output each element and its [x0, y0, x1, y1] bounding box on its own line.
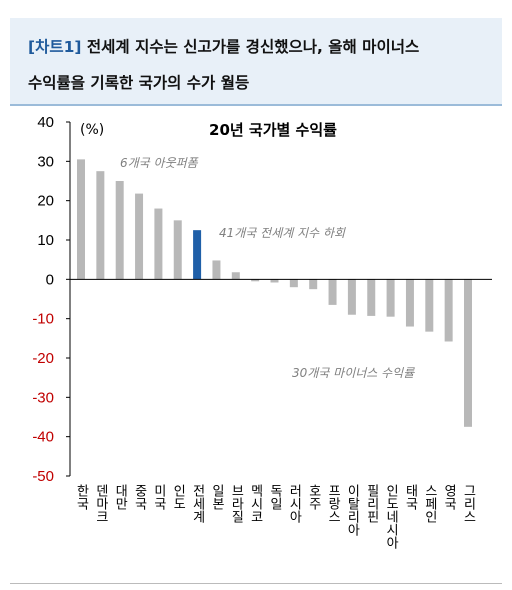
bar	[231, 272, 240, 280]
bar	[270, 279, 279, 283]
x-tick-label: 태국	[402, 484, 417, 510]
bar	[173, 220, 182, 280]
x-tick-label: 인도	[170, 484, 185, 510]
x-tick-label: 일본	[209, 484, 224, 510]
bottom-divider	[10, 583, 502, 584]
headline-text-1: 전세계 지수는 신고가를 경신했으나, 올해 마이너스	[86, 38, 420, 56]
bar	[444, 279, 453, 342]
bar	[251, 279, 260, 282]
annotation-negative: 30개국 마이너스 수익률	[292, 366, 415, 380]
headline-line-2: 수익률을 기록한 국가의 수가 월등	[28, 74, 250, 92]
y-tick-label: -40	[32, 429, 54, 446]
x-tick-label: 독일	[267, 484, 282, 510]
bar	[386, 279, 395, 317]
bar	[425, 279, 434, 332]
bar	[135, 193, 144, 280]
x-tick-label: 미국	[151, 484, 166, 510]
bar-chart: -50 -40 -30 -20 -10 0 10 20 30 40 (%) 20년 국가별 수익률한국…	[32, 114, 492, 549]
x-tick-label: 영국	[441, 484, 456, 510]
y-tick-label: 10	[37, 232, 54, 249]
bar	[96, 171, 105, 280]
x-tick-label: 그리스	[461, 484, 476, 523]
chart-title: 20년 국가별 수익률	[209, 121, 337, 139]
bar	[212, 260, 221, 280]
bar	[464, 279, 472, 427]
title-banner: [차트1] 전세계 지수는 신고가를 경신했으나, 올해 마이너스 수익률을 기…	[10, 18, 502, 104]
banner-divider	[10, 104, 502, 106]
headline-line-1: [차트1] 전세계 지수는 신고가를 경신했으나, 올해 마이너스	[28, 35, 419, 57]
bar	[289, 279, 298, 288]
annotation-outperform: 6개국 아웃퍼폼	[120, 156, 199, 170]
annotation-underperform: 41개국 전세계 지수 하회	[219, 226, 346, 240]
y-tick-label: -30	[32, 389, 54, 406]
bar	[405, 279, 414, 327]
x-tick-label: 덴마크	[93, 484, 108, 523]
x-tick-label: 프랑스	[325, 484, 340, 523]
bar	[115, 181, 124, 280]
x-tick-label: 인도네시아	[383, 484, 398, 549]
x-tick-label: 대만	[112, 484, 127, 510]
bar	[328, 279, 337, 305]
x-tick-label: 스페인	[422, 484, 437, 523]
x-tick-label: 한국	[74, 484, 89, 510]
chart-tag: [차트1]	[28, 38, 82, 56]
x-tick-label: 멕시코	[248, 484, 263, 523]
y-tick-label: -10	[32, 311, 54, 328]
bar	[347, 279, 356, 315]
bar	[154, 208, 163, 280]
x-tick-label: 이탈리아	[344, 484, 359, 536]
x-tick-label: 필리핀	[364, 484, 379, 523]
bar	[367, 279, 376, 316]
x-tick-label: 중국	[132, 484, 147, 510]
x-tick-label: 전세계	[190, 484, 205, 523]
y-tick-label: -50	[32, 468, 54, 485]
bar	[309, 279, 318, 290]
y-tick-label: -20	[32, 350, 54, 367]
bar	[77, 159, 85, 280]
bar-highlight	[193, 230, 202, 280]
y-tick-label: 40	[37, 114, 54, 131]
y-tick-label: 30	[37, 153, 54, 170]
x-tick-label: 호주	[306, 484, 321, 510]
y-axis-label: (%)	[80, 122, 104, 138]
y-tick-label: 0	[46, 271, 54, 288]
x-tick-label: 러시아	[286, 484, 301, 523]
y-tick-label: 20	[37, 193, 54, 210]
x-tick-label: 브라질	[228, 484, 243, 523]
